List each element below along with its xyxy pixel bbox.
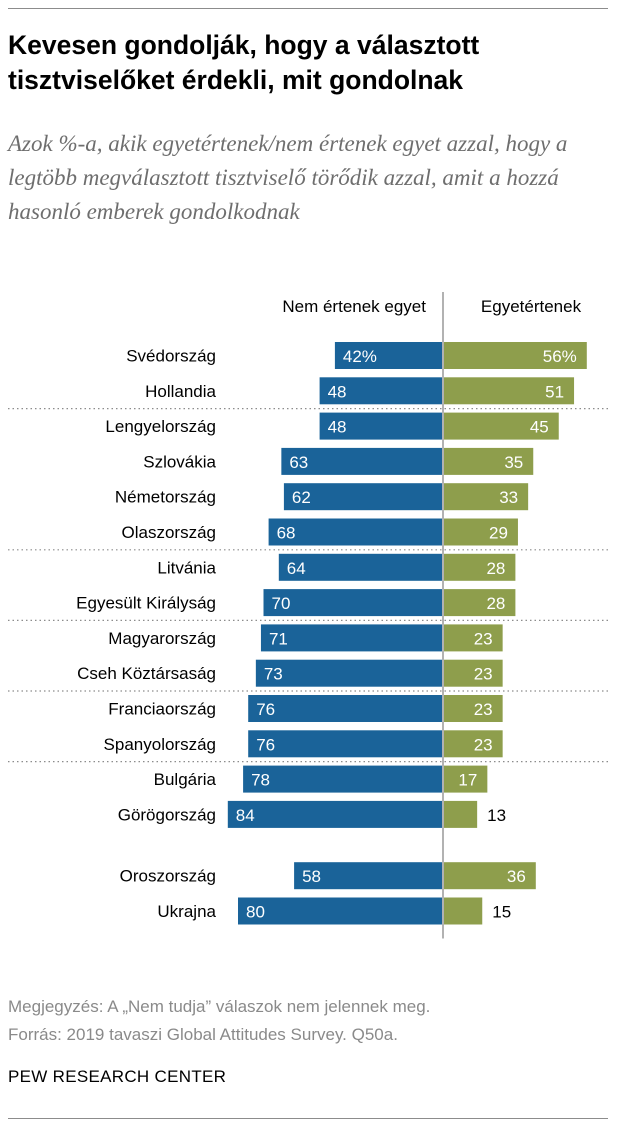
category-label: Franciaország bbox=[108, 700, 216, 719]
bar-agree bbox=[444, 730, 503, 758]
bar-disagree bbox=[227, 800, 442, 828]
bar-disagree bbox=[294, 862, 442, 890]
value-label-disagree: 71 bbox=[269, 629, 288, 648]
value-label-agree: 28 bbox=[486, 559, 505, 578]
value-label-agree: 56% bbox=[543, 347, 577, 366]
bar-agree bbox=[444, 589, 516, 617]
value-label-disagree: 84 bbox=[236, 806, 255, 825]
value-label-disagree: 58 bbox=[302, 867, 321, 886]
bar-agree bbox=[444, 897, 483, 925]
source-text: Forrás: 2019 tavaszi Global Attitudes Su… bbox=[8, 1025, 398, 1044]
bar-disagree bbox=[278, 553, 442, 581]
bottom-rule bbox=[8, 1118, 608, 1119]
value-label-agree: 13 bbox=[487, 806, 506, 825]
bar-disagree bbox=[319, 377, 442, 405]
bar-disagree bbox=[281, 447, 442, 475]
bar-disagree bbox=[248, 695, 442, 722]
top-rule bbox=[8, 8, 608, 9]
value-label-disagree: 76 bbox=[256, 735, 275, 754]
bar-agree bbox=[444, 624, 503, 652]
legend-disagree: Nem értenek egyet bbox=[282, 297, 426, 316]
bar-disagree bbox=[238, 897, 442, 925]
value-label-agree: 51 bbox=[545, 382, 564, 401]
value-label-agree: 23 bbox=[474, 735, 493, 754]
category-label: Oroszország bbox=[120, 867, 216, 886]
category-label: Ukrajna bbox=[157, 902, 216, 921]
value-label-agree: 23 bbox=[474, 629, 493, 648]
category-label: Svédország bbox=[126, 347, 216, 366]
diverging-bar-chart: Nem értenek egyet Egyetértenek Svédország 4… bbox=[8, 292, 608, 939]
bar-disagree bbox=[263, 589, 442, 617]
bar-agree bbox=[444, 377, 575, 405]
note-text: Megjegyzés: A „Nem tudja” válaszok nem j… bbox=[8, 997, 431, 1016]
category-label: Litvánia bbox=[157, 558, 216, 577]
category-label: Görögország bbox=[118, 805, 216, 824]
value-label-disagree: 63 bbox=[289, 453, 308, 472]
value-label-agree: 33 bbox=[499, 488, 518, 507]
value-label-disagree: 73 bbox=[264, 665, 283, 684]
bar-agree bbox=[444, 518, 518, 546]
value-label-disagree: 80 bbox=[246, 903, 265, 922]
category-label: Spanyolország bbox=[104, 735, 216, 754]
value-label-disagree: 70 bbox=[272, 594, 291, 613]
category-label: Cseh Köztársaság bbox=[77, 664, 216, 683]
bar-disagree bbox=[283, 483, 442, 511]
bar-agree bbox=[444, 412, 559, 440]
category-label: Magyarország bbox=[108, 629, 216, 648]
value-label-agree: 23 bbox=[474, 665, 493, 684]
bar-agree bbox=[444, 765, 488, 793]
bar-disagree bbox=[248, 730, 442, 758]
bar-disagree bbox=[255, 659, 442, 687]
bar-agree bbox=[444, 862, 536, 890]
category-label: Egyesült Királyság bbox=[76, 594, 216, 613]
value-label-agree: 45 bbox=[530, 418, 549, 437]
category-label: Németország bbox=[115, 488, 216, 507]
bar-agree bbox=[444, 447, 534, 475]
category-label: Szlovákia bbox=[143, 452, 216, 471]
bar-agree bbox=[444, 483, 529, 511]
notes: Megjegyzés: A „Nem tudja” válaszok nem j… bbox=[8, 993, 608, 1049]
bar-disagree bbox=[260, 624, 442, 652]
value-label-disagree: 64 bbox=[287, 559, 306, 578]
value-label-disagree: 62 bbox=[292, 488, 311, 507]
chart-subtitle: Azok %-a, akik egyetértenek/nem értenek … bbox=[8, 131, 568, 224]
value-label-agree: 23 bbox=[474, 700, 493, 719]
category-label: Hollandia bbox=[145, 382, 216, 401]
bar-agree bbox=[444, 553, 516, 581]
legend-agree: Egyetértenek bbox=[481, 297, 582, 316]
bar-disagree bbox=[319, 412, 442, 440]
value-label-disagree: 48 bbox=[328, 382, 347, 401]
bar-agree bbox=[444, 695, 503, 722]
bar-agree bbox=[444, 800, 478, 828]
brand-logo-text: PEW RESEARCH CENTER bbox=[8, 1067, 227, 1086]
value-label-agree: 28 bbox=[486, 594, 505, 613]
bar-agree bbox=[444, 659, 503, 687]
value-label-agree: 36 bbox=[507, 867, 526, 886]
category-label: Olaszország bbox=[122, 523, 216, 542]
bar-disagree bbox=[334, 342, 442, 369]
value-label-agree: 15 bbox=[492, 903, 511, 922]
value-label-disagree: 48 bbox=[328, 418, 347, 437]
category-label: Bulgária bbox=[154, 770, 217, 789]
value-label-disagree: 78 bbox=[251, 771, 270, 790]
category-label: Lengyelország bbox=[105, 417, 216, 436]
value-label-agree: 17 bbox=[458, 771, 477, 790]
chart-title: Kevesen gondolják, hogy a választott tis… bbox=[8, 30, 480, 95]
value-label-agree: 35 bbox=[504, 453, 523, 472]
value-label-disagree: 68 bbox=[277, 524, 296, 543]
value-label-disagree: 42% bbox=[343, 347, 377, 366]
value-label-agree: 29 bbox=[489, 524, 508, 543]
bar-agree bbox=[444, 342, 587, 369]
value-label-disagree: 76 bbox=[256, 700, 275, 719]
bar-disagree bbox=[268, 518, 442, 546]
bar-disagree bbox=[243, 765, 442, 793]
